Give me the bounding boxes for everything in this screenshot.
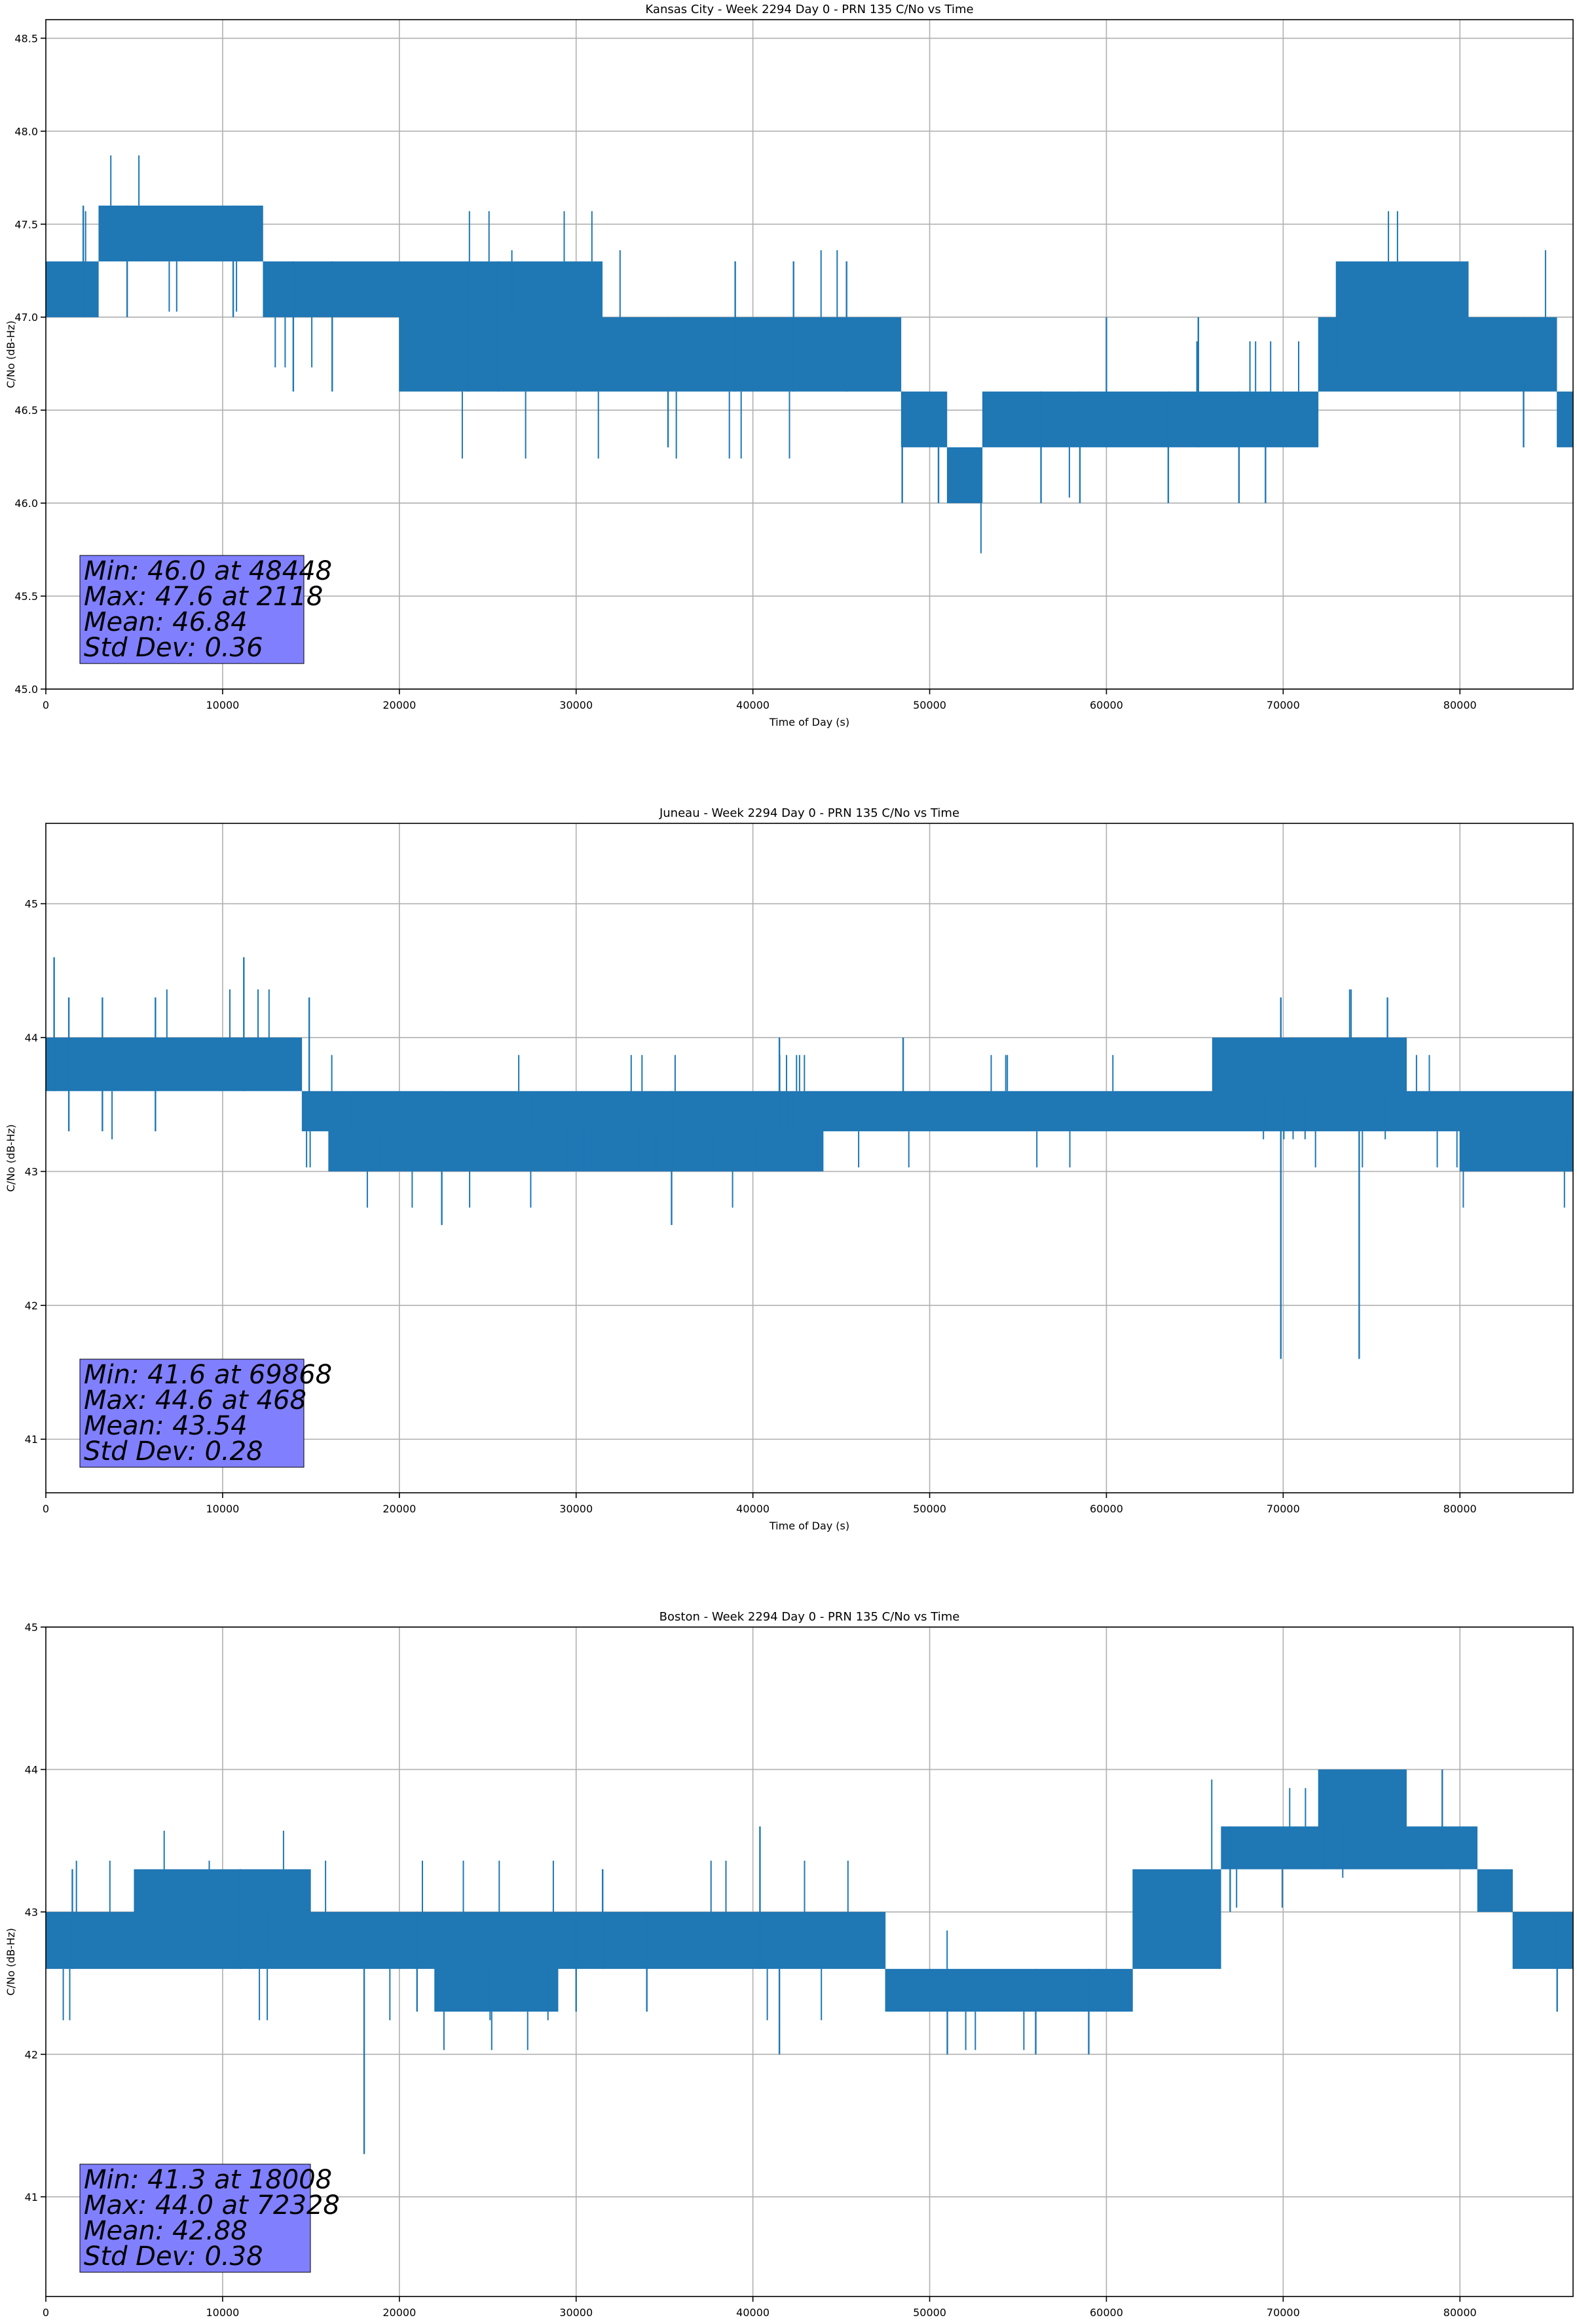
x-tick-label: 20000 <box>382 2306 416 2319</box>
chart-title: Boston - Week 2294 Day 0 - PRN 135 C/No … <box>659 1610 960 1624</box>
x-tick-label: 40000 <box>736 699 770 711</box>
x-tick-label: 30000 <box>559 2306 593 2319</box>
x-tick-label: 80000 <box>1443 699 1477 711</box>
y-tick-label: 46.0 <box>14 497 38 510</box>
stats-box <box>79 555 305 664</box>
x-tick-label: 70000 <box>1267 2306 1300 2319</box>
y-tick-label: 45 <box>25 1621 38 1634</box>
x-tick-label: 60000 <box>1090 2306 1123 2319</box>
y-tick-label: 48.5 <box>14 32 38 45</box>
series-flicker <box>111 989 1567 1208</box>
stats-line: Std Dev: 0.28 <box>84 1436 263 1467</box>
x-tick-label: 60000 <box>1090 1503 1123 1515</box>
x-tick-label: 80000 <box>1443 2306 1477 2319</box>
chart-title: Juneau - Week 2294 Day 0 - PRN 135 C/No … <box>659 806 959 820</box>
x-tick-label: 50000 <box>913 699 946 711</box>
chart-panel-2: 0 10000 20000 30000 40000 50000 60000 70000 8000… <box>5 1610 1574 2324</box>
x-axis-label: Time of Day (s) <box>769 716 849 728</box>
y-tick-label: 42 <box>25 2048 38 2061</box>
x-tick-label: 10000 <box>206 2306 239 2319</box>
x-tick-label: 70000 <box>1267 1503 1300 1515</box>
y-tick-label: 45.5 <box>14 590 38 603</box>
stats-line: Max: 47.6 at 2118 <box>84 582 323 612</box>
y-axis-label: C/No (dB-Hz) <box>5 1124 17 1191</box>
x-tick-label: 40000 <box>736 2306 770 2319</box>
y-tick-label: 45.0 <box>14 683 38 696</box>
x-tick-label: 10000 <box>206 1503 239 1515</box>
y-axis-label: C/No (dB-Hz) <box>5 1928 17 1995</box>
stats-line: Max: 44.6 at 468 <box>84 1385 306 1415</box>
x-tick-label: 20000 <box>382 699 416 711</box>
x-tick-label: 80000 <box>1443 1503 1477 1515</box>
y-tick-label: 47.0 <box>14 311 38 324</box>
y-tick-label: 44 <box>25 1763 38 1776</box>
stats-line: Mean: 46.84 <box>84 607 248 637</box>
x-tick-label: 30000 <box>559 1503 593 1515</box>
y-tick-label: 41 <box>25 2191 38 2203</box>
x-tick-label: 0 <box>43 699 49 711</box>
chart-title: Kansas City - Week 2294 Day 0 - PRN 135 … <box>645 3 973 16</box>
y-tick-label: 43 <box>25 1906 38 1919</box>
y-axis-label: C/No (dB-Hz) <box>5 320 17 388</box>
stats-line: Min: 46.0 at 48448 <box>84 556 332 586</box>
stats-line: Min: 41.6 at 69868 <box>84 1360 332 1390</box>
stats-line: Min: 41.3 at 18008 <box>84 2165 332 2195</box>
series-band <box>45 1038 1574 1172</box>
y-tick-label: 42 <box>25 1300 38 1312</box>
x-tick-label: 30000 <box>559 699 593 711</box>
axes-frame <box>45 1626 1574 2297</box>
x-tick-label: 10000 <box>206 699 239 711</box>
x-tick-label: 50000 <box>913 2306 946 2319</box>
y-tick-label: 45 <box>25 898 38 910</box>
y-tick-label: 44 <box>25 1032 38 1044</box>
axes-frame <box>45 823 1574 1493</box>
y-tick-label: 43 <box>25 1165 38 1178</box>
y-tick-label: 46.5 <box>14 404 38 417</box>
x-tick-label: 50000 <box>913 1503 946 1515</box>
x-tick-label: 20000 <box>382 1503 416 1515</box>
stats-box <box>79 2164 311 2273</box>
stats-line: Std Dev: 0.36 <box>84 633 263 663</box>
chart-panel-1: 0 10000 20000 30000 40000 50000 60000 70000 8000… <box>5 806 1574 1532</box>
stats-line: Std Dev: 0.38 <box>84 2241 263 2272</box>
y-tick-label: 41 <box>25 1433 38 1446</box>
x-tick-label: 40000 <box>736 1503 770 1515</box>
x-tick-label: 70000 <box>1267 699 1300 711</box>
series-band <box>45 1769 1573 2012</box>
y-tick-label: 48.0 <box>14 125 38 138</box>
stats-line: Mean: 43.54 <box>84 1411 248 1441</box>
y-tick-label: 47.5 <box>14 218 38 231</box>
stats-line: Max: 44.0 at 72328 <box>84 2190 340 2221</box>
stats-line: Mean: 42.88 <box>84 2216 248 2246</box>
stats-box <box>79 1359 305 1468</box>
chart-panel-0: 0 10000 20000 30000 40000 50000 60000 70000 8000… <box>5 3 1574 728</box>
axes-frame <box>45 19 1574 690</box>
x-axis-label: Time of Day (s) <box>769 1520 849 1532</box>
x-tick-label: 0 <box>43 2306 49 2319</box>
series-flicker <box>62 1779 1344 2050</box>
x-tick-label: 60000 <box>1090 699 1123 711</box>
x-tick-label: 0 <box>43 1503 49 1515</box>
